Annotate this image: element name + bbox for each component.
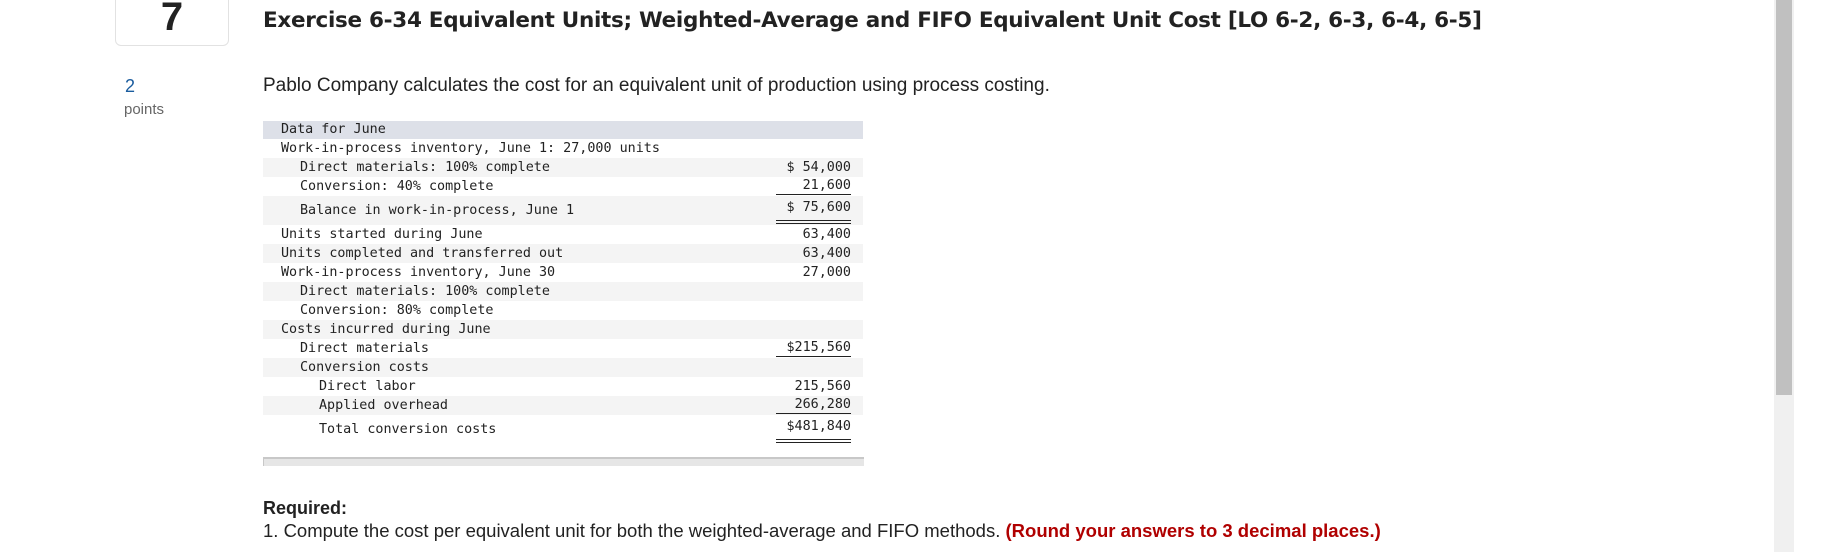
row-label: Conversion: 80% complete bbox=[300, 303, 494, 318]
row-label: Balance in work-in-process, June 1 bbox=[300, 203, 575, 218]
table-footer-bar bbox=[263, 457, 864, 466]
row-value: 21,600 bbox=[776, 177, 851, 195]
question-intro: Pablo Company calculates the cost for an… bbox=[263, 75, 1050, 96]
row-label: Direct materials bbox=[300, 341, 429, 356]
required-item-1-text: 1. Compute the cost per equivalent unit … bbox=[263, 520, 1001, 541]
row-value: $ 75,600 bbox=[776, 196, 851, 224]
rounding-note: (Round your answers to 3 decimal places.… bbox=[1005, 520, 1381, 541]
row-value: $481,840 bbox=[776, 415, 851, 443]
row-value: $ 54,000 bbox=[786, 160, 852, 175]
row-label: Direct labor bbox=[319, 379, 416, 394]
table-row: Conversion: 40% complete 21,600 bbox=[263, 177, 863, 196]
table-row: Balance in work-in-process, June 1 $ 75,6… bbox=[263, 196, 863, 225]
question-number-card: 7 bbox=[115, 0, 229, 46]
row-value: 27,000 bbox=[802, 265, 851, 280]
row-value: 266,280 bbox=[776, 396, 851, 414]
row-label: Conversion: 40% complete bbox=[300, 179, 494, 194]
row-label: Work-in-process inventory, June 1: 27,00… bbox=[281, 141, 660, 156]
table-row: Direct materials $215,560 bbox=[263, 339, 863, 358]
table-row: Direct labor 215,560 bbox=[263, 377, 863, 396]
row-value: 63,400 bbox=[802, 227, 851, 242]
table-row: Conversion costs bbox=[263, 358, 863, 377]
table-row: Work-in-process inventory, June 1: 27,00… bbox=[263, 139, 863, 158]
table-row: Units started during June 63,400 bbox=[263, 225, 863, 244]
row-label: Work-in-process inventory, June 30 bbox=[281, 265, 556, 280]
required-item-1: 1. Compute the cost per equivalent unit … bbox=[263, 520, 1381, 542]
row-label: Units started during June bbox=[281, 227, 483, 242]
table-header: Data for June bbox=[263, 121, 863, 139]
points-label: points bbox=[124, 101, 165, 118]
scrollbar-thumb[interactable] bbox=[1776, 0, 1792, 395]
required-heading: Required: bbox=[263, 498, 348, 518]
table-row: Direct materials: 100% complete $ 54,000 bbox=[263, 158, 863, 177]
row-label: Applied overhead bbox=[319, 398, 448, 413]
question-title: Exercise 6-34 Equivalent Units; Weighted… bbox=[263, 8, 1482, 33]
data-table: Data for June Work-in-process inventory,… bbox=[263, 121, 863, 445]
row-label: Units completed and transferred out bbox=[281, 246, 564, 261]
table-row: Applied overhead 266,280 bbox=[263, 396, 863, 415]
row-value: 63,400 bbox=[802, 246, 851, 261]
table-row: Work-in-process inventory, June 30 27,000 bbox=[263, 263, 863, 282]
row-label: Direct materials: 100% complete bbox=[300, 284, 550, 299]
table-row: Direct materials: 100% complete bbox=[263, 282, 863, 301]
row-label: Direct materials: 100% complete bbox=[300, 160, 550, 175]
points-value: 2 bbox=[125, 76, 136, 96]
table-row: Costs incurred during June bbox=[263, 320, 863, 339]
row-label: Total conversion costs bbox=[319, 422, 497, 437]
row-value: 215,560 bbox=[794, 379, 851, 394]
table-row: Total conversion costs $481,840 bbox=[263, 415, 863, 445]
table-row: Conversion: 80% complete bbox=[263, 301, 863, 320]
table-header-label: Data for June bbox=[281, 122, 386, 137]
row-label: Conversion costs bbox=[300, 360, 429, 375]
row-value: $215,560 bbox=[776, 339, 851, 357]
row-label: Costs incurred during June bbox=[281, 322, 491, 337]
question-number: 7 bbox=[160, 0, 184, 39]
table-row: Units completed and transferred out 63,40… bbox=[263, 244, 863, 263]
